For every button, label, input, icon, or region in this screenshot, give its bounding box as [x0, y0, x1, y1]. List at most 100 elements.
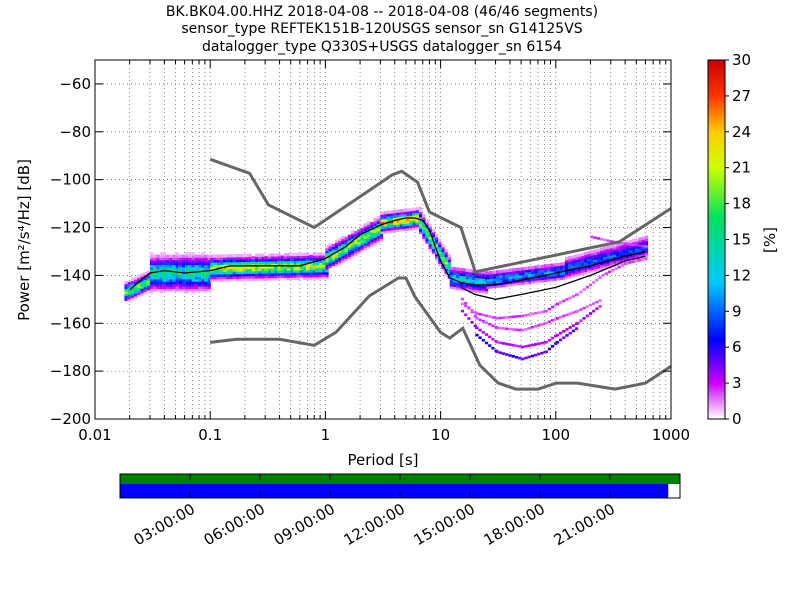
heatmap-outlier-cell — [551, 319, 555, 322]
heatmap-cell — [338, 237, 342, 242]
heatmap-cell — [194, 269, 198, 273]
heatmap-outlier-cell — [488, 315, 492, 318]
heatmap-cell — [150, 269, 154, 273]
heatmap-cell — [287, 272, 291, 276]
heatmap-cell — [319, 273, 323, 278]
heatmap-cell — [502, 283, 506, 288]
heatmap-cell — [603, 265, 607, 270]
heatmap-cell — [459, 287, 463, 291]
heatmap-cell — [137, 282, 141, 286]
heatmap-cell — [312, 257, 316, 261]
heatmap-cell — [574, 261, 578, 265]
heatmap-cell — [606, 250, 610, 254]
heatmap-cell — [590, 250, 594, 254]
heatmap-cell — [587, 263, 591, 267]
heatmap-cell — [600, 261, 604, 266]
heatmap-cell — [216, 254, 220, 258]
heatmap-outlier-cell — [518, 356, 522, 360]
heatmap-outlier-cell — [559, 301, 563, 304]
heatmap-cell — [596, 262, 601, 267]
heatmap-cell — [296, 262, 300, 266]
median-psd-line — [129, 217, 646, 291]
heatmap-cell — [568, 270, 572, 274]
heatmap-outlier-cell — [592, 281, 596, 284]
heatmap-cell — [515, 282, 519, 286]
heatmap-cell — [571, 260, 575, 264]
x-axis-ticks: 0.01 0.1 1 10 100 1000 — [78, 60, 690, 444]
heatmap-cell — [178, 288, 182, 292]
heatmap-cell — [528, 266, 532, 270]
heatmap-cell — [124, 283, 128, 287]
heatmap-cell — [544, 264, 548, 268]
heatmap-cell — [319, 264, 323, 268]
heatmap-outlier-cell — [555, 333, 559, 337]
heatmap-cell — [255, 270, 259, 274]
heatmap-cell — [465, 278, 469, 282]
heatmap-cell — [406, 215, 410, 219]
heatmap-cell — [580, 269, 585, 273]
heatmap-cell — [422, 238, 426, 242]
heatmap-outlier-cell — [484, 314, 489, 318]
heatmap-cell — [248, 277, 252, 281]
heatmap-outlier-cell — [565, 313, 569, 317]
heatmap-cell — [344, 243, 348, 247]
heatmap-cell — [577, 256, 581, 260]
heatmap-cell — [396, 209, 400, 213]
heatmap-cell — [492, 273, 496, 277]
heatmap-cell — [242, 275, 246, 279]
heatmap-cell — [603, 258, 607, 262]
heatmap-cell — [431, 250, 435, 254]
heatmap-cell — [156, 266, 160, 270]
heatmap-cell — [616, 243, 620, 247]
heatmap-outlier-cell — [547, 347, 551, 351]
heatmap-cell — [232, 261, 236, 265]
heatmap-cell — [609, 259, 613, 263]
heatmap-cell — [172, 288, 176, 292]
heatmap-cell — [632, 239, 636, 243]
heatmap-cell — [534, 270, 538, 274]
heatmap-outlier-cell — [551, 336, 555, 340]
heatmap-cell — [335, 242, 339, 246]
heatmap-cell — [344, 248, 348, 252]
x-tick-label: 10 — [431, 426, 450, 444]
heatmap-cell — [255, 268, 259, 272]
heatmap-cell — [396, 223, 400, 228]
heatmap-cell — [354, 238, 358, 242]
heatmap-cell — [150, 273, 154, 278]
heatmap-cell — [258, 265, 262, 269]
heatmap-cell — [156, 276, 160, 280]
heatmap-cell — [478, 289, 482, 293]
heatmap-cell — [143, 279, 147, 283]
heatmap-cell — [419, 221, 423, 225]
heatmap-cell — [444, 263, 448, 267]
heatmap-cell — [331, 246, 335, 250]
heatmap-cell — [409, 222, 413, 226]
heatmap-cell — [150, 280, 154, 285]
heatmap-cell — [290, 272, 294, 276]
heatmap-cell — [628, 254, 633, 258]
heatmap-cell — [415, 219, 419, 223]
heatmap-cell — [556, 262, 560, 267]
heatmap-cell — [245, 277, 249, 282]
heatmap-cell — [537, 269, 541, 274]
heatmap-cell — [373, 220, 377, 224]
heatmap-cell — [486, 273, 490, 278]
heatmap-cell — [492, 277, 496, 282]
heatmap-cell — [478, 275, 482, 279]
heatmap-cell — [406, 222, 410, 226]
heatmap-cell — [409, 227, 413, 231]
heatmap-cell — [201, 283, 205, 287]
heatmap-cell — [226, 266, 230, 270]
heatmap-cell — [376, 220, 380, 225]
heatmap-cell — [600, 252, 604, 256]
heatmap-cell — [574, 271, 578, 275]
heatmap-cell — [255, 263, 259, 267]
heatmap-cell — [248, 263, 252, 267]
heatmap-cell — [261, 263, 265, 267]
heatmap-cell — [521, 271, 525, 276]
heatmap-cell — [347, 237, 351, 241]
heatmap-cell — [531, 273, 535, 277]
heatmap-cell — [261, 267, 265, 272]
heatmap-cell — [399, 225, 403, 230]
heatmap-cell — [182, 285, 186, 289]
